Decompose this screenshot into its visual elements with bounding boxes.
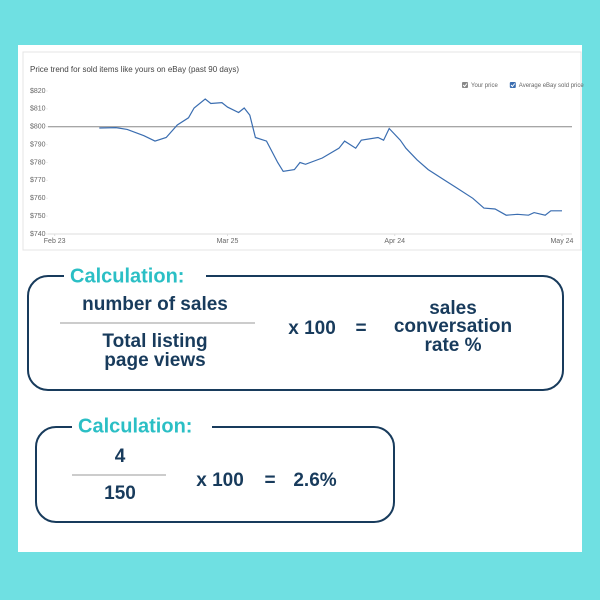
x-tick-label: Apr 24	[384, 238, 405, 245]
result: rate %	[424, 335, 481, 356]
y-tick-label: $770	[30, 177, 46, 184]
legend-label: Your price	[471, 83, 498, 89]
legend-check	[510, 83, 516, 88]
denominator: 150	[104, 483, 136, 504]
equals: =	[355, 318, 366, 339]
denominator: page views	[104, 350, 205, 371]
numerator: number of sales	[82, 294, 228, 315]
chart: $740 $750 $760 $770 $780 $790 $800 $810 $820 Feb …	[30, 82, 584, 245]
result: conversation	[394, 316, 512, 337]
result: sales	[429, 298, 477, 319]
legend-checkbox	[509, 82, 516, 88]
line	[99, 98, 562, 216]
legend-checkbox	[462, 82, 468, 88]
multiplier: x 100	[288, 318, 336, 339]
y-tick-label: $810	[30, 106, 46, 113]
legend-check	[462, 83, 468, 88]
label-bg	[72, 415, 212, 439]
y-tick-label: $820	[30, 88, 46, 95]
result: 2.6%	[293, 470, 336, 491]
multiplier: x 100	[196, 470, 244, 491]
numerator: 4	[115, 446, 126, 467]
y-tick-label: $740	[30, 231, 46, 238]
x-tick-label: Feb 23	[44, 238, 66, 245]
x-tick-label: Mar 25	[217, 238, 239, 245]
legend-label: Average eBay sold price	[519, 83, 585, 89]
equals: =	[264, 470, 275, 491]
calc-box	[27, 275, 564, 391]
panel	[18, 45, 582, 552]
chart-frame	[22, 51, 582, 251]
y-tick-label: $790	[30, 141, 46, 148]
y-tick-label: $750	[30, 213, 46, 220]
calc-label: Calculation:	[78, 415, 192, 437]
calc-box	[35, 426, 395, 523]
y-tick-label: $780	[30, 159, 46, 166]
calc-label: Calculation:	[70, 265, 184, 287]
y-tick-label: $760	[30, 195, 46, 202]
label-bg	[64, 264, 206, 288]
y-tick-label: $800	[30, 124, 46, 131]
denominator: Total listing	[102, 331, 207, 352]
x-tick-label: May 24	[550, 238, 573, 245]
chart-title: Price trend for sold items like yours on…	[30, 65, 239, 74]
